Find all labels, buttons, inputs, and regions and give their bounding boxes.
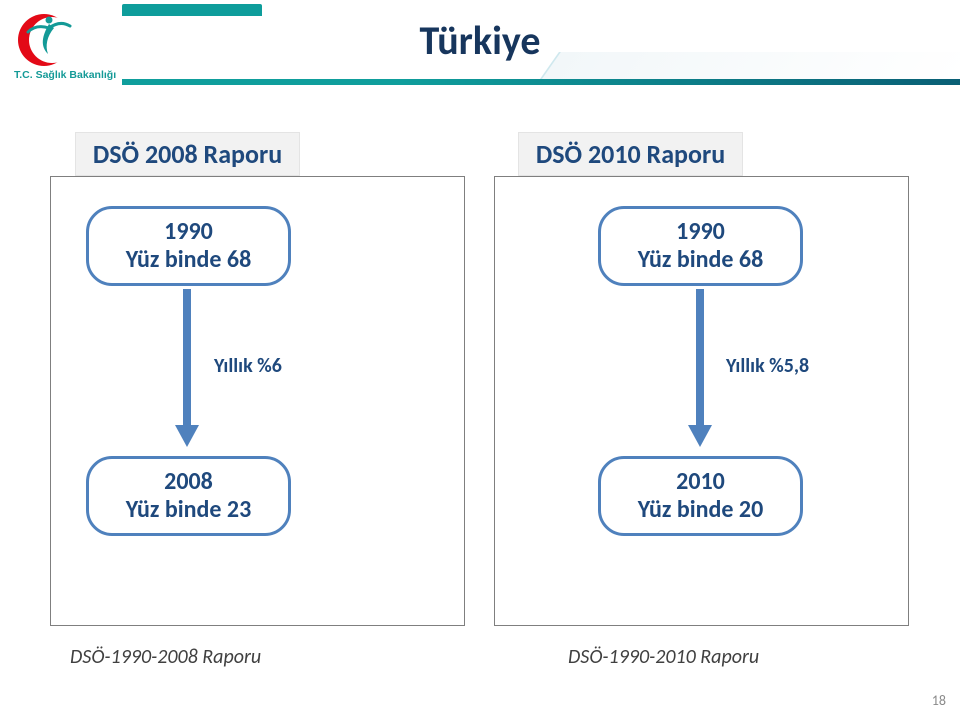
pill-year: 2010 xyxy=(676,468,725,496)
footnote-right: DSÖ-1990-2010 Raporu xyxy=(568,645,759,669)
pill-left-1990: 1990 Yüz binde 68 xyxy=(86,206,291,286)
arrow-head-icon xyxy=(688,425,712,447)
rate-label-left: Yıllık %6 xyxy=(214,354,282,378)
pill-right-1990: 1990 Yüz binde 68 xyxy=(598,206,803,286)
slide: T.C. Sağlık Bakanlığı Türkiye DSÖ 2008 R… xyxy=(0,0,960,719)
pill-year: 2008 xyxy=(164,468,213,496)
pill-value: Yüz binde 20 xyxy=(638,496,764,524)
header-wedge xyxy=(540,52,960,79)
arrow-left xyxy=(175,289,199,449)
page-number: 18 xyxy=(932,692,946,709)
arrow-shaft xyxy=(183,289,191,427)
pill-year: 1990 xyxy=(164,218,213,246)
pill-left-2008: 2008 Yüz binde 23 xyxy=(86,456,291,536)
pill-right-2010: 2010 Yüz binde 20 xyxy=(598,456,803,536)
arrow-head-icon xyxy=(175,425,199,447)
ministry-logo: T.C. Sağlık Bakanlığı xyxy=(12,10,117,90)
logo-text: T.C. Sağlık Bakanlığı xyxy=(14,69,116,81)
arrow-right xyxy=(688,289,712,449)
pill-value: Yüz binde 23 xyxy=(126,496,252,524)
page-title: Türkiye xyxy=(419,16,540,65)
rate-label-right: Yıllık %5,8 xyxy=(726,354,809,378)
header-cap xyxy=(122,4,262,16)
column-header-left: DSÖ 2008 Raporu xyxy=(75,132,300,176)
footnote-left: DSÖ-1990-2008 Raporu xyxy=(70,645,261,669)
pill-value: Yüz binde 68 xyxy=(638,246,764,274)
arrow-shaft xyxy=(696,289,704,427)
header-bar xyxy=(122,79,960,85)
pill-year: 1990 xyxy=(676,218,725,246)
column-header-right: DSÖ 2010 Raporu xyxy=(518,132,743,176)
pill-value: Yüz binde 68 xyxy=(126,246,252,274)
